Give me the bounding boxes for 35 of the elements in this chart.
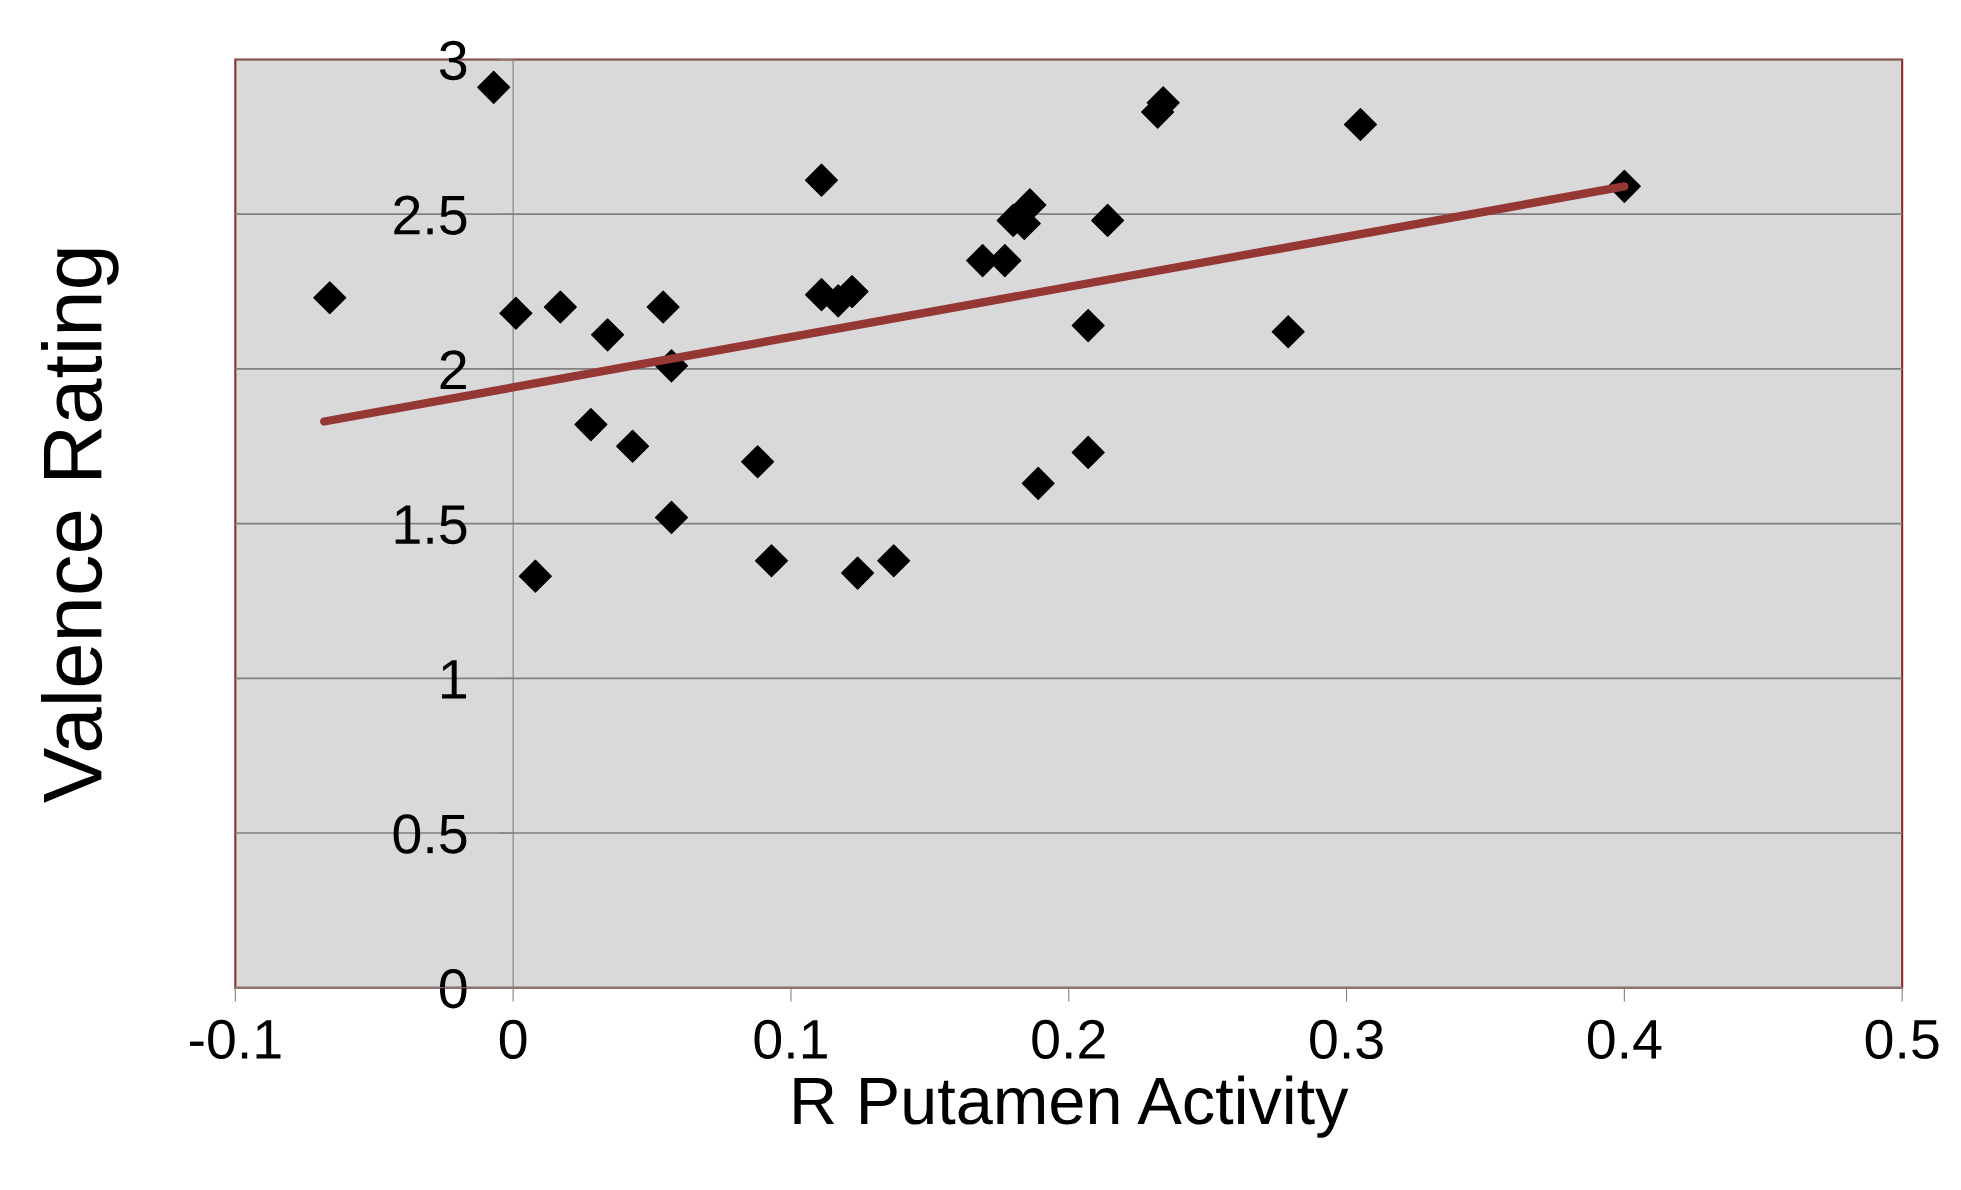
point bbox=[741, 445, 775, 479]
x-tick-label: 0.3 bbox=[1310, 1019, 1383, 1060]
point bbox=[646, 290, 680, 324]
y-tick-label: 0.5 bbox=[393, 814, 467, 854]
y-tick-label: 1 bbox=[442, 660, 466, 699]
x-tick-label: 0.1 bbox=[754, 1019, 827, 1060]
point bbox=[841, 556, 875, 590]
y-tick-label: 2.5 bbox=[394, 195, 467, 235]
point bbox=[1071, 435, 1105, 469]
point bbox=[654, 500, 689, 534]
x-tick-label: 0 bbox=[499, 1019, 527, 1060]
y-tick-label: 2 bbox=[440, 350, 466, 390]
point bbox=[616, 429, 650, 463]
x-tick-label: -0.1 bbox=[189, 1019, 281, 1060]
point bbox=[754, 544, 789, 578]
point bbox=[1343, 107, 1377, 142]
point bbox=[1091, 203, 1125, 237]
point bbox=[499, 296, 533, 330]
point bbox=[1071, 309, 1105, 343]
point bbox=[313, 281, 347, 315]
point bbox=[804, 163, 839, 197]
point bbox=[1271, 315, 1305, 349]
point bbox=[1021, 466, 1055, 500]
point bbox=[518, 559, 552, 593]
y-axis-title: Valence Rating bbox=[40, 249, 119, 803]
x-tick-label: 0.2 bbox=[1032, 1019, 1105, 1060]
point bbox=[591, 318, 625, 352]
point bbox=[543, 290, 577, 324]
x-axis-title: R Putamen Activity bbox=[794, 1075, 1349, 1138]
point bbox=[477, 70, 511, 104]
point bbox=[877, 544, 911, 578]
x-tick-label: 0.4 bbox=[1587, 1019, 1662, 1060]
x-tick-label: 0.5 bbox=[1865, 1019, 1939, 1060]
y-tick-label: 1.5 bbox=[395, 505, 467, 545]
point bbox=[574, 408, 608, 442]
